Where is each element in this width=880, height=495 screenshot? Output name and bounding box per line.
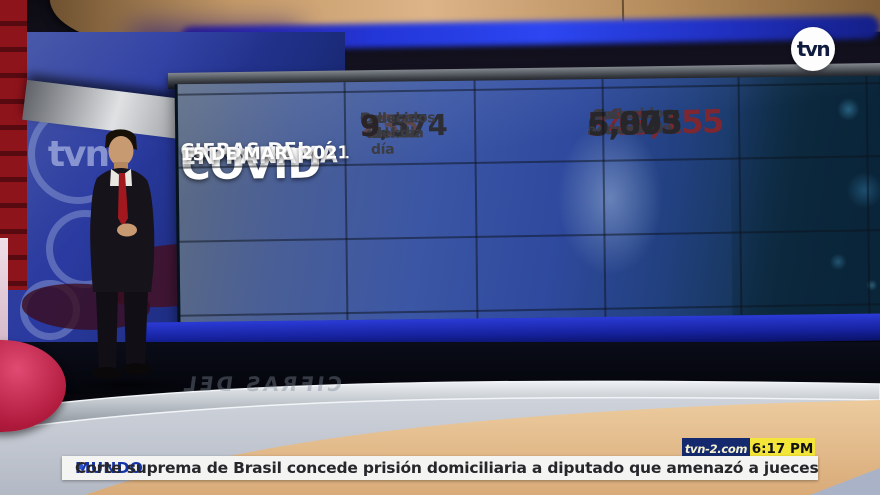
website-text: tvn-2.com: [684, 441, 748, 456]
anchor-right-leg: [124, 292, 148, 364]
tvn-logo-text: tvn: [796, 37, 831, 61]
floor-corner-reflection: [810, 468, 880, 495]
screen-reflection-sheen: [177, 75, 880, 323]
videowall-screen: CIFRAS DEL COVID EN PANAMÁ 15 DE MAR. 20…: [174, 75, 880, 323]
anchor-hands: [117, 223, 137, 237]
anchor-tie: [118, 173, 128, 227]
ticker-bullet-icon: •: [75, 457, 86, 478]
ticker-headline: Corte suprema de Brasil concede prisión …: [75, 459, 819, 477]
wall-edge-strip: [0, 238, 8, 396]
anchor-neck: [114, 162, 128, 171]
title-date: 15 DE MAR. 2021: [180, 143, 350, 166]
news-anchor: [90, 129, 155, 379]
clock-badge: 6:17 PM: [750, 438, 815, 459]
clock-text: 6:17 PM: [751, 440, 814, 457]
anchor-left-leg: [96, 292, 118, 368]
platform-silver-edge: [0, 380, 880, 431]
ticker-category: MUNDO: [75, 459, 144, 477]
ticker-bar: MUNDO • Corte suprema de Brasil concede …: [62, 456, 819, 480]
anchor-face: [108, 136, 134, 166]
anchor-shoe: [123, 363, 151, 375]
floor-reflection-text: CIFRAS DEL: [179, 372, 344, 396]
website-badge: tvn-2.com: [682, 438, 750, 459]
anchor-shadow: [58, 376, 198, 394]
tvn-watermark-text: tvn: [47, 133, 110, 175]
stat-value: 9: [359, 108, 380, 144]
anchor-shoe: [92, 367, 122, 379]
tvn-logo: tvn: [791, 27, 835, 71]
